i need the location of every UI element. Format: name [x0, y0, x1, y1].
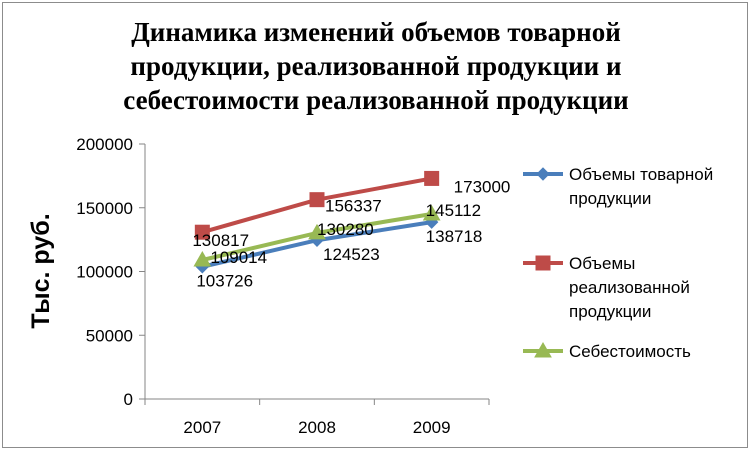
- data-label: 130280: [317, 220, 374, 239]
- legend-label: Себестоимость: [569, 342, 691, 361]
- y-axis-label: Тыс. руб.: [27, 213, 55, 328]
- y-tick-label: 50000: [86, 326, 133, 345]
- data-label: 124523: [323, 245, 380, 264]
- series-3: 109014 130280 145112: [193, 201, 481, 267]
- series-2-point: [309, 192, 325, 208]
- series-2-point: [194, 224, 210, 240]
- data-label: 103726: [196, 272, 253, 291]
- data-label: 156337: [325, 197, 382, 216]
- x-tick-label: 2008: [298, 418, 336, 437]
- legend-item-3: Себестоимость: [523, 341, 691, 361]
- data-label: 130817: [192, 231, 249, 250]
- series-3-point: [422, 204, 441, 221]
- y-tick-label: 200000: [76, 135, 133, 154]
- chart-title-line-2: продукции, реализованной продукции и: [130, 51, 622, 81]
- chart-title-line-1: Динамика изменений объемов товарной: [131, 17, 621, 47]
- legend-swatch-marker: [536, 167, 550, 181]
- x-tick-label: 2007: [183, 418, 221, 437]
- legend-swatch-marker: [534, 341, 552, 358]
- y-tick-label: 100000: [76, 263, 133, 282]
- legend-label: продукции: [569, 189, 651, 208]
- x-tick-label: 2009: [413, 418, 451, 437]
- legend-item-2: Объемы реализованной продукции: [523, 254, 690, 321]
- y-tick-label: 0: [124, 390, 133, 409]
- series-2: 130817 156337 173000: [192, 170, 511, 250]
- chart-title-line-3: себестоимости реализованной продукции: [123, 85, 629, 115]
- legend-label: Объемы: [569, 254, 635, 273]
- legend-label: Объемы товарной: [569, 165, 713, 184]
- legend-item-1: Объемы товарной продукции: [523, 165, 713, 208]
- y-tick-label: 150000: [76, 199, 133, 218]
- legend-label: продукции: [569, 302, 651, 321]
- data-label: 173000: [454, 177, 511, 196]
- series-2-point: [424, 170, 440, 186]
- legend-swatch-marker: [535, 255, 551, 271]
- data-label: 138718: [426, 227, 483, 246]
- chart-area: Динамика изменений объемов товарной прод…: [2, 2, 748, 448]
- series-3-point: [308, 223, 326, 240]
- data-label: 145112: [426, 201, 481, 220]
- line-chart: 0 50000 100000 150000 200000 2007 2008 2009 Тыс.…: [27, 135, 713, 437]
- series-3-point: [193, 250, 212, 267]
- data-label: 109014: [210, 248, 267, 267]
- legend-label: реализованной: [569, 278, 690, 297]
- chart-title: Динамика изменений объемов товарной прод…: [3, 15, 749, 117]
